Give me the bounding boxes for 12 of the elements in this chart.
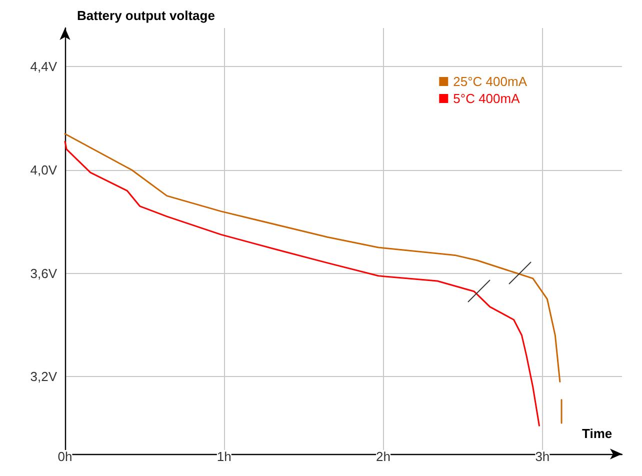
x-axis-title: Time [582,426,612,441]
legend-label: 5°C 400mA [453,91,520,106]
x-tick-label: 0h [58,449,72,464]
legend-label: 25°C 400mA [453,74,528,89]
y-tick-label: 4,0V [30,162,58,178]
y-axis-title: Battery output voltage [77,8,215,23]
x-tick-label: 2h [376,449,391,464]
x-tick-label: 3h [535,449,550,464]
y-tick-label: 4,4V [30,59,58,74]
y-tick-label: 3,6V [30,266,58,281]
x-tick-label: 1h [216,449,232,464]
y-tick-label: 3,2V [30,369,58,384]
